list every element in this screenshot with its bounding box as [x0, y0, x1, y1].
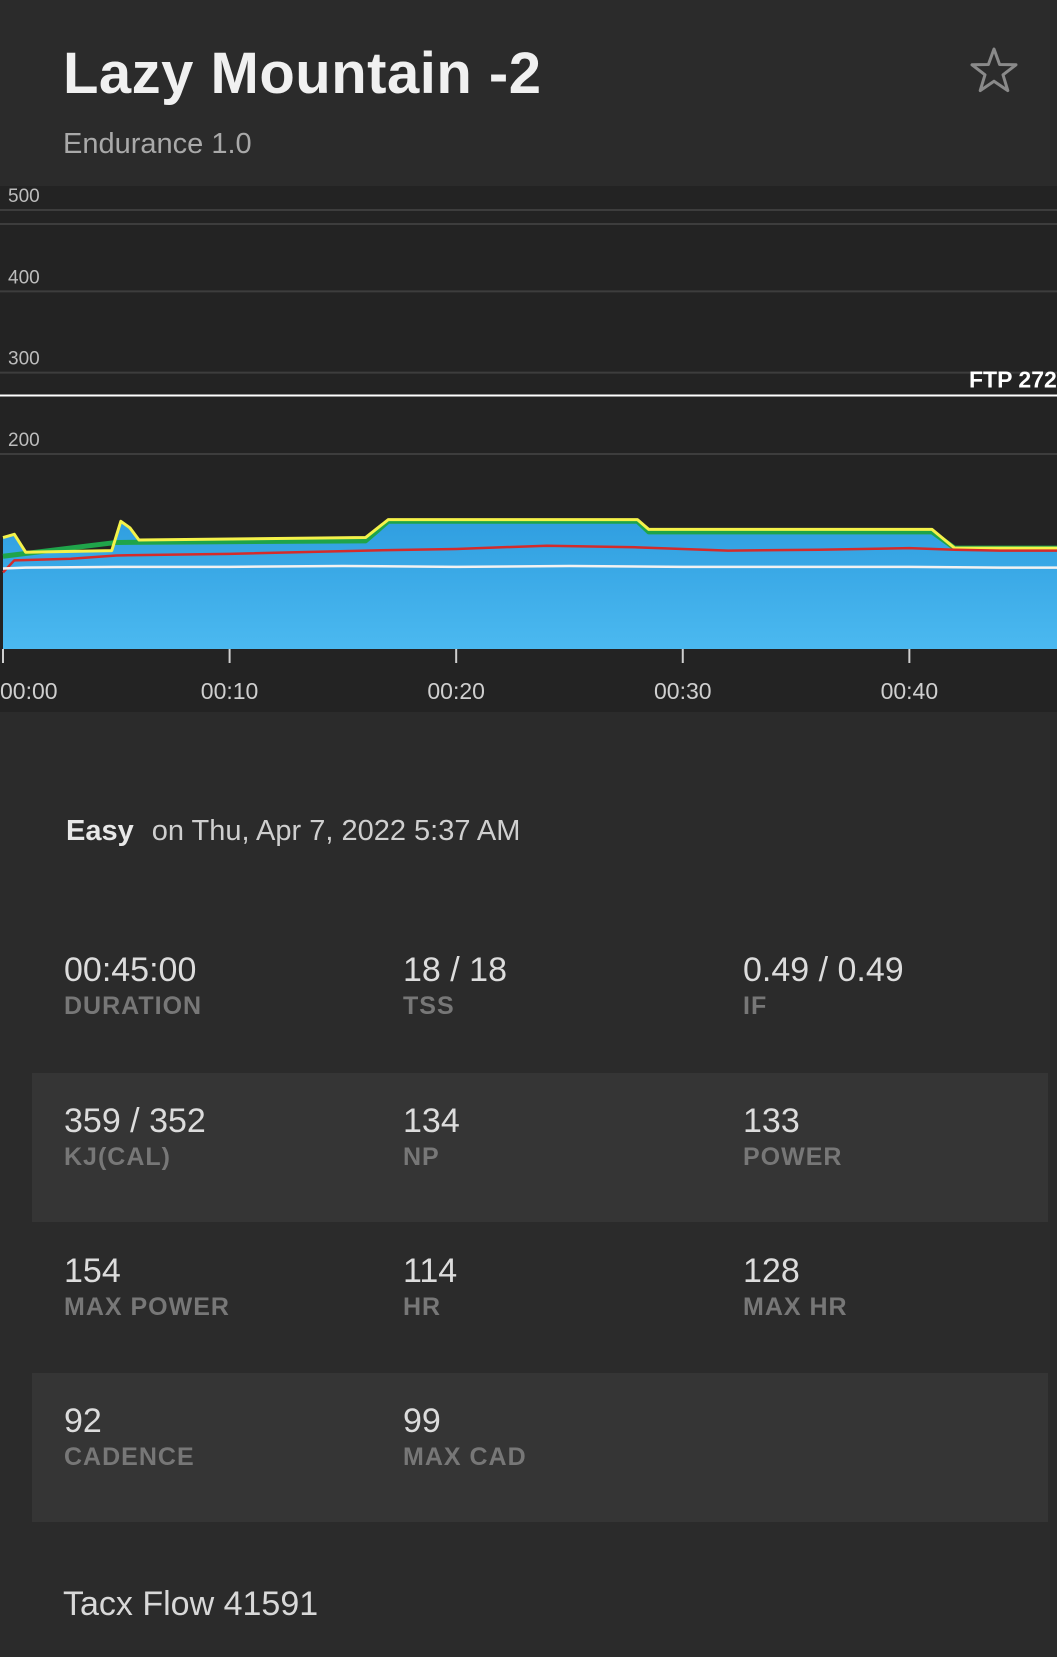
- x-tick-label: 00:20: [427, 678, 485, 704]
- stat-value: 128: [743, 1252, 800, 1290]
- stat-tss: 18 / 18 TSS: [403, 950, 507, 1022]
- stat-value: 18 / 18: [403, 951, 507, 989]
- stat-value: 134: [403, 1102, 460, 1140]
- y-tick-label: 200: [8, 430, 40, 451]
- stat-label: IF: [743, 992, 768, 1020]
- stat-value: 99: [403, 1402, 441, 1440]
- stat-label: DURATION: [64, 992, 203, 1020]
- stat-np: 134 NP: [403, 1101, 460, 1173]
- y-tick-label: 400: [8, 267, 40, 288]
- stat-max-power: 154 MAX POWER: [64, 1251, 230, 1323]
- stat-label: CADENCE: [64, 1443, 195, 1471]
- stat-label: MAX HR: [743, 1293, 848, 1321]
- stat-value: 00:45:00: [64, 951, 197, 989]
- workout-subtitle: Endurance 1.0: [63, 128, 252, 160]
- stat-value: 92: [64, 1402, 102, 1440]
- x-tick-label: 00:00: [0, 678, 58, 704]
- stat-cadence: 92 CADENCE: [64, 1401, 195, 1473]
- workout-date: on Thu, Apr 7, 2022 5:37 AM: [151, 815, 521, 847]
- stat-label: MAX POWER: [64, 1293, 230, 1321]
- stat-value: 133: [743, 1102, 800, 1140]
- difficulty-label: Easy: [66, 815, 134, 847]
- stat-duration: 00:45:00 DURATION: [64, 950, 202, 1022]
- ftp-label: FTP 272: [969, 366, 1057, 392]
- x-tick-label: 00:40: [881, 678, 939, 704]
- stat-value: 154: [64, 1252, 121, 1290]
- star-icon[interactable]: [968, 45, 1020, 97]
- stat-label: MAX CAD: [403, 1443, 527, 1471]
- stats-row: 359 / 352 KJ(CAL) 134 NP 133 POWER: [32, 1073, 1048, 1222]
- stats-row: 154 MAX POWER 114 HR 128 MAX HR: [32, 1223, 1048, 1372]
- x-tick-label: 00:30: [654, 678, 712, 704]
- stat-label: NP: [403, 1143, 440, 1171]
- stat-label: POWER: [743, 1143, 843, 1171]
- stat-label: KJ(CAL): [64, 1143, 171, 1171]
- workout-summary: Easy on Thu, Apr 7, 2022 5:37 AM: [66, 815, 520, 848]
- stat-value: 0.49 / 0.49: [743, 951, 904, 989]
- device-name: Tacx Flow 41591: [63, 1585, 319, 1623]
- stat-value: 114: [403, 1252, 458, 1290]
- page-title: Lazy Mountain -2: [63, 41, 542, 106]
- stat-if: 0.49 / 0.49 IF: [743, 950, 904, 1022]
- stat-value: 359 / 352: [64, 1102, 206, 1140]
- stat-max-hr: 128 MAX HR: [743, 1251, 848, 1323]
- workout-chart: 200 300 400 500 FTP 272 00:00 00:10 00:20 00:3…: [0, 186, 1057, 712]
- x-tick-label: 00:10: [201, 678, 259, 704]
- cadence-series-line: [2, 564, 1057, 570]
- stat-label: TSS: [403, 992, 455, 1020]
- heart-rate-series-line: [2, 544, 1057, 574]
- stat-kj: 359 / 352 KJ(CAL): [64, 1101, 206, 1173]
- y-tick-label: 500: [8, 186, 40, 207]
- workout-header: Lazy Mountain -2 Endurance 1.0: [0, 0, 1057, 187]
- stat-hr: 114 HR: [403, 1251, 457, 1323]
- stat-max-cad: 99 MAX CAD: [403, 1401, 527, 1473]
- stats-row: 92 CADENCE 99 MAX CAD: [32, 1373, 1048, 1522]
- power-chart: 200 300 400 500 FTP 272 00:00 00:10 00:20 00:3…: [0, 186, 1057, 704]
- stat-label: HR: [403, 1293, 442, 1321]
- stat-power: 133 POWER: [743, 1101, 842, 1173]
- stats-row: 00:45:00 DURATION 18 / 18 TSS 0.49 / 0.4…: [32, 922, 1048, 1071]
- y-tick-label: 300: [8, 349, 40, 370]
- power-series-line: [2, 518, 1057, 554]
